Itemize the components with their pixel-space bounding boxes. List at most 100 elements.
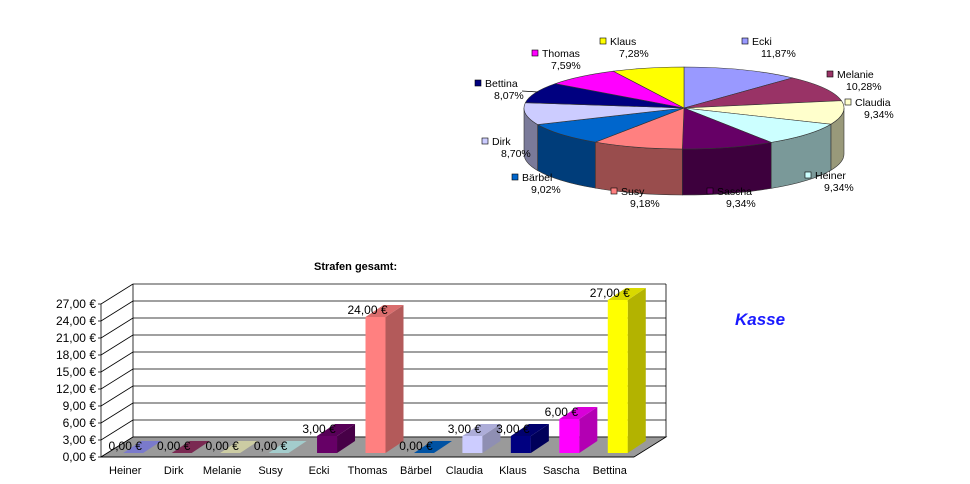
x-tick-label: Melanie: [203, 465, 242, 477]
grid-diagonal: [100, 402, 134, 424]
y-tick-label: 27,00 €: [56, 297, 96, 311]
bar-value-label: 27,00 €: [590, 286, 630, 300]
bar-top: [510, 424, 549, 436]
grid-diagonal: [100, 368, 134, 390]
pie-label-name: Sascha: [717, 186, 752, 198]
bar-value-label: 3,00 €: [496, 422, 530, 436]
pie-label-name: Ecki: [752, 36, 772, 48]
bar-top: [365, 305, 404, 317]
x-tick-label: Susy: [258, 465, 283, 477]
pie-legend-swatch: [481, 137, 489, 145]
bar-front: [559, 419, 580, 453]
grid-diagonal: [100, 419, 134, 441]
pie-legend-swatch: [599, 37, 607, 45]
bar-top: [607, 288, 646, 300]
y-tick-label: 9,00 €: [63, 399, 97, 413]
pie-slice-sascha: [682, 107, 773, 150]
bar-value-label: 0,00 €: [205, 439, 239, 453]
pie-legend-swatch: [804, 171, 812, 179]
pie-legend-swatch: [844, 98, 852, 106]
x-tick-label: Claudia: [446, 465, 484, 477]
bar-value-label: 6,00 €: [545, 405, 579, 419]
pie-slice-klaus: [612, 66, 685, 109]
pie-slice-baerbel: [536, 107, 685, 143]
bar-value-label: 0,00 €: [254, 439, 288, 453]
bar-sascha: [559, 407, 598, 453]
bar-flat: [220, 441, 259, 453]
kasse-label: Kasse: [735, 310, 786, 329]
x-tick-label: Thomas: [348, 465, 388, 477]
pie-label-percent: 9,34%: [824, 182, 854, 194]
pie-label-percent: 8,70%: [501, 148, 531, 160]
x-tick-label: Heiner: [109, 465, 142, 477]
pie-leader-line: [521, 90, 539, 93]
bar-melanie: [220, 441, 259, 453]
pie-label-percent: 8,07%: [494, 90, 524, 102]
grid-diagonal: [100, 300, 134, 322]
pie-slice-melanie: [683, 77, 842, 109]
bar-value-label: 3,00 €: [302, 422, 336, 436]
bar-klaus: [510, 424, 549, 453]
y-tick-label: 21,00 €: [56, 331, 96, 345]
bar-side: [385, 305, 404, 453]
pie-slice-dirk: [523, 102, 685, 125]
bar-baerbel: [413, 441, 452, 453]
bar-side: [482, 424, 501, 453]
bar-top: [317, 424, 356, 436]
pie-label-name: Klaus: [610, 36, 636, 48]
bar-value-label: 0,00 €: [399, 439, 433, 453]
bar-side: [337, 424, 356, 453]
grid-diagonal: [100, 385, 134, 407]
y-tick-label: 15,00 €: [56, 365, 96, 379]
bar-front: [510, 436, 531, 453]
bar-side: [530, 424, 549, 453]
x-tick-label: Bärbel: [400, 465, 432, 477]
pie-label-percent: 9,18%: [630, 198, 660, 210]
pie-label-percent: 7,28%: [619, 48, 649, 60]
pie-legend-swatch: [511, 173, 519, 181]
pie-label-name: Dirk: [492, 136, 511, 148]
pie-slice-susy: [594, 107, 685, 150]
pie-label-name: Claudia: [855, 97, 891, 109]
pie-slice-claudia: [683, 100, 845, 125]
bar-front: [317, 436, 338, 453]
bar-flat: [171, 441, 210, 453]
pie-legend-swatch: [826, 70, 834, 78]
bar-front: [607, 300, 628, 453]
pie-label-name: Thomas: [542, 48, 580, 60]
bar-top: [559, 407, 598, 419]
pie-slice-ecki: [683, 66, 793, 109]
bar-bettina: [607, 288, 646, 453]
x-tick-label: Klaus: [499, 465, 527, 477]
pie-label-percent: 9,02%: [531, 184, 561, 196]
y-tick-label: 6,00 €: [63, 416, 97, 430]
x-tick-label: Ecki: [309, 465, 330, 477]
pie-label-name: Melanie: [837, 69, 874, 81]
bar-front: [365, 317, 386, 453]
bar-chart-title: Strafen gesamt:: [314, 261, 398, 273]
grid-diagonal: [100, 317, 134, 339]
bar-dirk: [171, 441, 210, 453]
bar-value-label: 24,00 €: [347, 303, 387, 317]
pie-legend-swatch: [531, 49, 539, 57]
bar-claudia: [462, 424, 501, 453]
pie-label-percent: 9,34%: [726, 198, 756, 210]
pie-label-name: Bärbel: [522, 172, 552, 184]
grid-diagonal: [100, 283, 134, 305]
y-tick-label: 18,00 €: [56, 348, 96, 362]
bar-side: [579, 407, 598, 453]
pie-legend-swatch: [741, 37, 749, 45]
pie-label-name: Susy: [621, 186, 645, 198]
y-tick-label: 24,00 €: [56, 314, 96, 328]
grid-diagonal: [100, 351, 134, 373]
